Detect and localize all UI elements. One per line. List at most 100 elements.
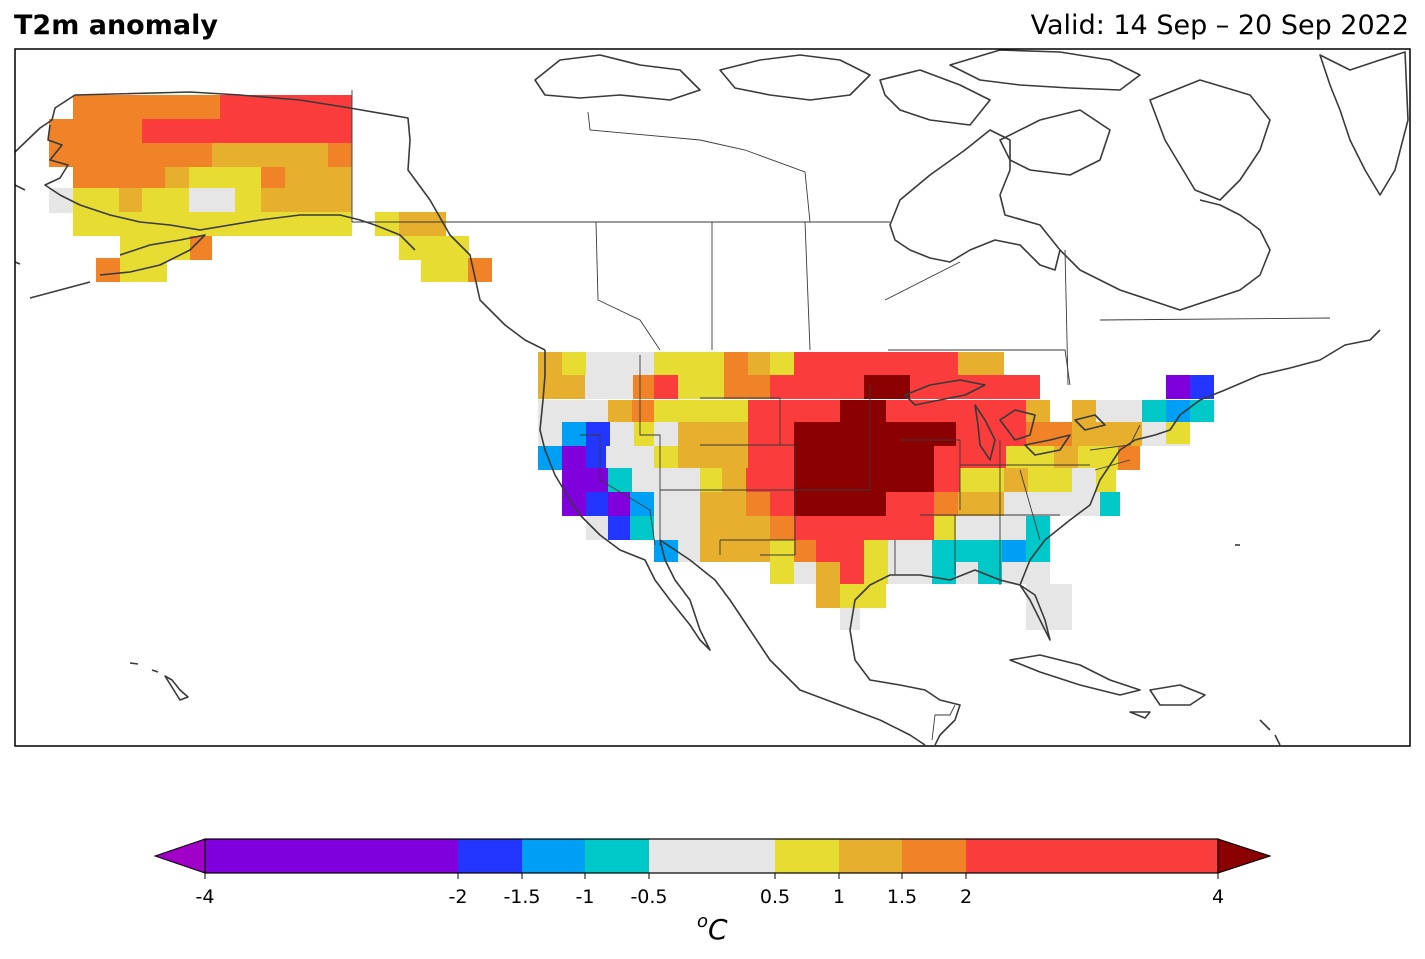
anomaly-cell (538, 446, 562, 470)
anomaly-cell (606, 446, 654, 470)
colorbar-over-arrow (1217, 838, 1272, 874)
anomaly-cell (770, 562, 794, 584)
anomaly-cell (678, 375, 724, 399)
anomaly-cell (748, 446, 794, 470)
colorbar-bin (839, 839, 902, 873)
colorbar-tick-label: -2 (449, 886, 468, 908)
anomaly-cell (1002, 562, 1050, 584)
anomaly-cell (700, 468, 722, 492)
anomaly-cell (1072, 468, 1096, 492)
anomaly-cell (960, 468, 1004, 492)
anomaly-cell (724, 352, 748, 376)
anomaly-cell (700, 492, 724, 516)
anomaly-cell (1118, 446, 1140, 470)
anomaly-cell (888, 562, 932, 584)
anomaly-cell (1026, 400, 1050, 424)
anomaly-cell (816, 562, 840, 584)
valid-date-label: Valid: 14 Sep – 20 Sep 2022 (1030, 10, 1409, 41)
anomaly-cell (189, 167, 261, 191)
anomaly-cell (840, 400, 886, 424)
anomaly-cell (746, 468, 794, 492)
colorbar-unit: oC (697, 911, 728, 946)
anomaly-cell (654, 492, 700, 516)
anomaly-cell (956, 422, 1026, 446)
colorbar-outline (204, 838, 1219, 874)
anomaly-cell (1096, 468, 1116, 492)
anomaly-cell (932, 540, 1002, 562)
anomaly-cell (654, 352, 724, 376)
anomaly-cell (770, 375, 864, 399)
colorbar-bin (775, 839, 839, 873)
anomaly-cell (724, 492, 746, 516)
anomaly-cell (886, 400, 1026, 424)
anomaly-cell (538, 352, 562, 376)
anomaly-cell (73, 167, 165, 191)
anomaly-cell (261, 188, 352, 213)
colorbar-bin (458, 839, 522, 873)
anomaly-cell (654, 446, 678, 470)
anomaly-cell (261, 167, 285, 191)
anomaly-cell (1118, 422, 1142, 446)
colorbar-tick-label: -1 (576, 886, 595, 908)
anomaly-cell (375, 212, 399, 236)
anomaly-cell (1026, 422, 1072, 446)
anomaly-cell (910, 375, 1040, 399)
colorbar-tick-label: 4 (1212, 886, 1224, 908)
anomaly-cell (608, 492, 630, 516)
anomaly-cell (654, 422, 678, 446)
anomaly-cell (586, 446, 606, 470)
anomaly-cell (678, 400, 748, 424)
anomaly-cell (73, 95, 223, 119)
anomaly-cell (562, 492, 586, 516)
colorbar-tick-label: 2 (960, 886, 972, 908)
anomaly-cell (840, 608, 860, 630)
anomaly-cell (142, 188, 189, 213)
anomaly-cell (816, 584, 840, 608)
anomaly-cell (49, 143, 212, 167)
anomaly-cell (748, 400, 840, 424)
anomaly-cell (212, 143, 328, 167)
anomaly-cell (632, 400, 654, 424)
anomaly-cell (630, 516, 654, 540)
anomaly-cell (654, 516, 700, 540)
anomaly-cell (609, 375, 633, 399)
anomaly-cell (886, 492, 934, 516)
anomaly-cell (1190, 375, 1214, 399)
anomaly-cell (746, 492, 770, 516)
anomaly-cell (934, 516, 956, 540)
anomaly-cell (1054, 446, 1078, 470)
anomaly-cell (119, 188, 142, 213)
anomaly-cell (633, 375, 654, 399)
anomaly-cell (608, 468, 632, 492)
anomaly-cell (1166, 422, 1190, 444)
anomaly-cell (958, 492, 1004, 516)
colorbar-bin (205, 839, 458, 873)
anomaly-cell (1072, 422, 1118, 446)
anomaly-cell (770, 516, 794, 540)
anomaly-cell (538, 422, 562, 446)
anomaly-cell (538, 400, 608, 424)
anomaly-cell (794, 492, 886, 516)
colorbar: -4 -2 -1.5 -1 -0.5 0.5 1 1.5 2 4 oC (153, 838, 1272, 946)
anomaly-cell (610, 422, 634, 446)
colorbar-tick-label: -1.5 (503, 886, 540, 908)
anomaly-cell (120, 258, 167, 282)
anomaly-cell (399, 212, 446, 236)
anomaly-cell (96, 258, 120, 282)
anomaly-cell (654, 540, 678, 562)
anomaly-cell (1002, 540, 1026, 562)
political-borders (351, 90, 1331, 741)
anomaly-cell (770, 492, 794, 516)
anomaly-cell (794, 468, 934, 492)
anomaly-cell (958, 352, 1004, 376)
anomaly-cell (49, 188, 73, 213)
anomaly-cell (1142, 400, 1166, 424)
anomaly-cell (864, 540, 888, 562)
colorbar-under-arrow (153, 838, 206, 874)
anomaly-cell (586, 422, 610, 446)
colorbar-tick-label: 1 (833, 886, 845, 908)
anomaly-cell (700, 516, 722, 540)
map-frame (14, 48, 1411, 747)
anomaly-cell (1026, 608, 1072, 630)
anomaly-cell (888, 516, 934, 540)
